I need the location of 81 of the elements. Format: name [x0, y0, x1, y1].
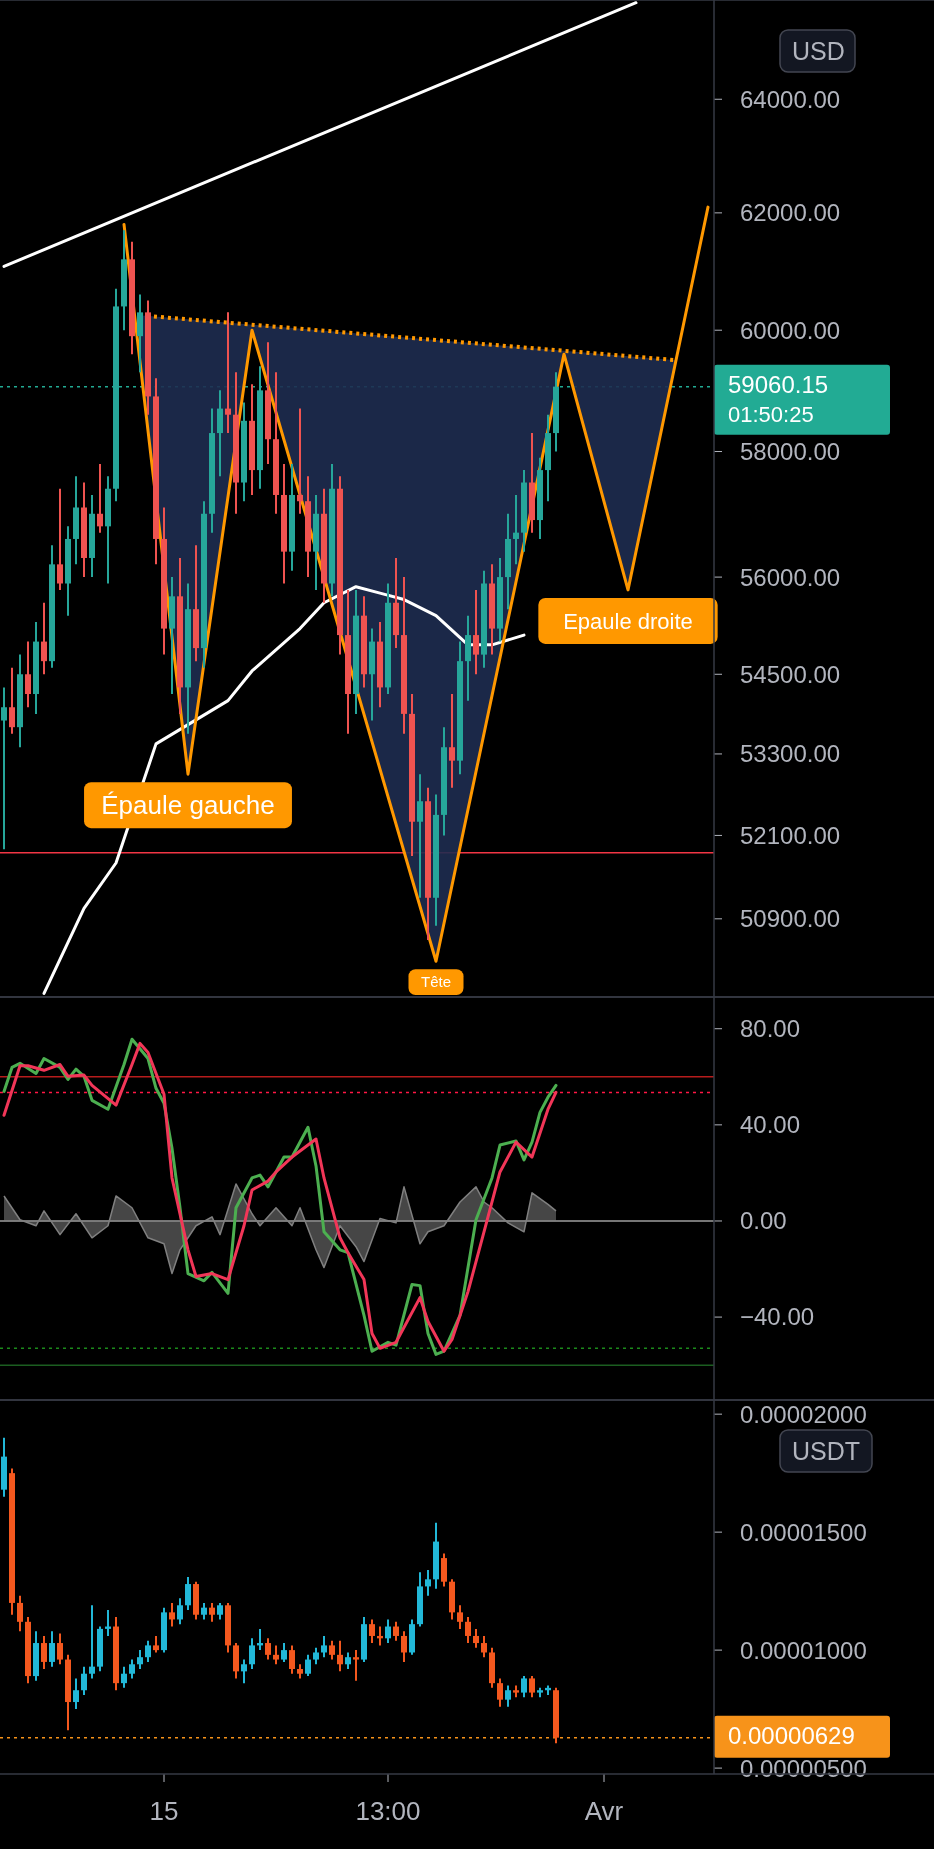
x-tick-label: 15 — [149, 1796, 179, 1826]
y-tick-label: 80.00 — [740, 1015, 801, 1043]
y-tick-label: 60000.00 — [740, 316, 841, 344]
y-tick-label: 52100.00 — [740, 821, 841, 849]
y-tick-label: 40.00 — [740, 1111, 801, 1139]
y-tick-label: 0.00000500 — [740, 1754, 867, 1782]
ref-line-label: 59060.15 — [728, 371, 829, 399]
y-tick-label: 0.00001500 — [740, 1518, 867, 1546]
candlestick — [513, 493, 519, 566]
candlestick — [81, 1665, 87, 1696]
candlestick — [401, 1630, 407, 1663]
text: USD — [792, 36, 845, 65]
candlestick — [441, 1552, 447, 1588]
x-tick-label: Avr — [584, 1796, 624, 1826]
y-tick-label: 50900.00 — [740, 905, 841, 933]
candlestick — [505, 1684, 511, 1708]
candlestick — [473, 1627, 479, 1649]
candlestick — [209, 1601, 215, 1623]
candlestick — [145, 1639, 151, 1663]
candlestick — [529, 1675, 535, 1699]
candlestick — [289, 1644, 295, 1675]
y-tick-label: 56000.00 — [740, 563, 841, 591]
candlestick — [17, 1594, 23, 1633]
annotation: Epaule droite — [563, 608, 693, 634]
candlestick — [521, 1675, 527, 1699]
candlestick — [497, 1677, 503, 1708]
candlestick — [25, 640, 31, 709]
candlestick — [57, 1632, 63, 1666]
candlestick — [417, 773, 423, 899]
candlestick — [129, 1658, 135, 1680]
y-tick-label: 54500.00 — [740, 660, 841, 688]
candlestick — [321, 1634, 327, 1659]
candlestick — [185, 1575, 191, 1612]
candlestick — [41, 1634, 47, 1670]
text: USDT — [792, 1436, 861, 1465]
candlestick — [369, 1618, 375, 1645]
candlestick — [393, 1620, 399, 1642]
candlestick — [457, 1604, 463, 1630]
candlestick — [177, 1597, 183, 1626]
candlestick — [97, 462, 103, 534]
annotation: Tête — [420, 973, 452, 991]
candlestick — [137, 1649, 143, 1670]
x-tick-label: 13:00 — [355, 1796, 421, 1826]
y-tick-label: 58000.00 — [740, 437, 841, 465]
y-tick-label: 0.00002000 — [740, 1400, 867, 1428]
ref-line-label: 0.00000629 — [728, 1722, 855, 1750]
candlestick — [329, 1639, 335, 1661]
candlestick — [265, 1637, 271, 1661]
candlestick — [121, 1665, 127, 1689]
y-tick-label: 62000.00 — [740, 199, 841, 227]
candlestick — [385, 1618, 391, 1645]
y-tick-label: 64000.00 — [740, 85, 841, 113]
candlestick — [337, 1639, 343, 1673]
text: 01:50:25 — [728, 402, 814, 428]
candlestick — [225, 311, 231, 435]
candlestick — [305, 1653, 311, 1678]
candlestick — [9, 666, 15, 735]
candlestick — [89, 1604, 95, 1680]
candlestick — [57, 487, 63, 591]
candlestick — [425, 1568, 431, 1597]
candlestick — [169, 1601, 175, 1628]
candlestick — [353, 1649, 359, 1682]
candlestick — [241, 1658, 247, 1685]
candlestick — [137, 293, 143, 374]
candlestick — [249, 1637, 255, 1670]
y-tick-label: 53300.00 — [740, 740, 841, 768]
y-tick-label: −40.00 — [740, 1303, 815, 1331]
candlestick — [1, 686, 7, 851]
candlestick — [481, 1634, 487, 1659]
candlestick — [297, 407, 303, 515]
candlestick — [73, 1677, 79, 1711]
candlestick — [273, 1644, 279, 1666]
y-tick-label: 0.00001000 — [740, 1636, 867, 1664]
candlestick — [281, 1642, 287, 1663]
candlestick — [49, 1630, 55, 1668]
candlestick — [41, 601, 47, 676]
y-tick-label: 0.00 — [740, 1207, 787, 1235]
annotation: Épaule gauche — [101, 790, 275, 821]
candlestick — [473, 588, 479, 676]
candlestick — [465, 1616, 471, 1645]
candlestick — [449, 693, 455, 789]
